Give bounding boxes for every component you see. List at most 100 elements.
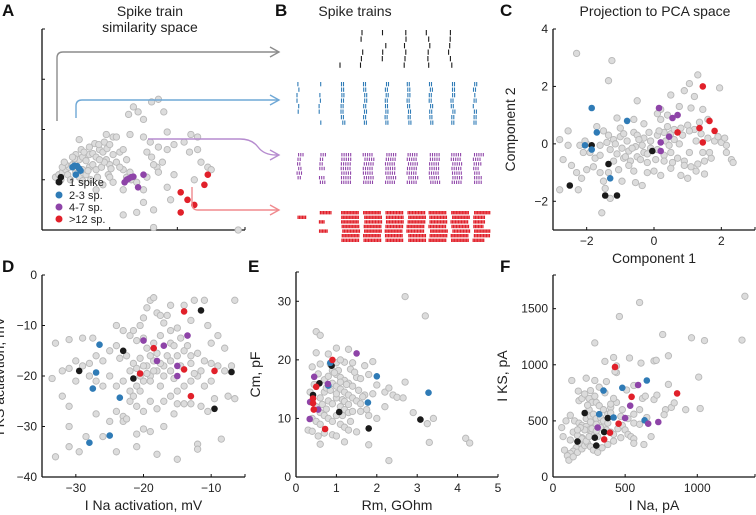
data-point-other bbox=[601, 184, 609, 193]
data-point-other bbox=[180, 382, 188, 390]
y-tick-label: −2 bbox=[534, 194, 548, 208]
data-point-other bbox=[106, 173, 114, 181]
data-point-other bbox=[659, 330, 667, 339]
data-point-other bbox=[352, 428, 361, 436]
data-point-other bbox=[316, 440, 324, 448]
data-point-other bbox=[154, 168, 163, 176]
data-point-other bbox=[704, 134, 712, 142]
data-point-other bbox=[738, 336, 746, 344]
data-point-12-sp bbox=[606, 429, 614, 437]
data-point-other bbox=[685, 79, 694, 88]
data-point-other bbox=[560, 446, 569, 454]
data-point-12-sp bbox=[184, 196, 191, 204]
data-point-other bbox=[324, 372, 332, 380]
data-point-other bbox=[106, 347, 114, 355]
data-point-other bbox=[643, 168, 651, 177]
data-point-other bbox=[421, 312, 429, 320]
x-axis-label: I Na activation, mV bbox=[85, 497, 203, 513]
data-point-other bbox=[150, 294, 158, 302]
data-point-other bbox=[618, 406, 626, 414]
data-point-other bbox=[573, 426, 582, 434]
data-point-other bbox=[699, 105, 707, 114]
x-tick-label: −10 bbox=[201, 481, 222, 495]
y-tick-label: 20 bbox=[278, 353, 292, 367]
y-tick-label: 1500 bbox=[521, 302, 548, 316]
data-point-4-7-sp bbox=[324, 380, 332, 388]
data-point-other bbox=[316, 394, 324, 402]
data-point-other bbox=[154, 143, 163, 151]
data-point-other bbox=[583, 401, 592, 409]
data-point-1-spike bbox=[591, 434, 599, 442]
arrow-12-sp-head bbox=[269, 204, 281, 216]
data-point-other bbox=[139, 133, 148, 141]
data-point-other bbox=[635, 298, 644, 307]
data-point-other bbox=[160, 108, 168, 116]
data-point-other bbox=[589, 163, 598, 171]
data-point-other bbox=[87, 176, 95, 184]
data-point-other bbox=[160, 397, 168, 405]
data-point-other bbox=[365, 370, 373, 379]
data-point-other bbox=[630, 439, 638, 447]
data-point-other bbox=[149, 223, 158, 232]
data-point-other bbox=[673, 154, 682, 162]
x-axis-label: Rm, GOhm bbox=[362, 497, 433, 513]
legend-swatch-2-3-sp bbox=[55, 191, 63, 199]
data-point-other bbox=[572, 168, 581, 177]
y-axis-label: I KS actiavtion, mV bbox=[0, 316, 7, 435]
data-point-other bbox=[133, 208, 141, 217]
data-point-other bbox=[190, 176, 198, 184]
data-point-2-3-sp bbox=[593, 129, 601, 136]
data-point-other bbox=[340, 438, 349, 446]
data-point-other bbox=[187, 130, 195, 139]
arrow-4-7-sp bbox=[148, 138, 279, 156]
x-axis-label: I Na, pA bbox=[629, 497, 680, 513]
data-point-other bbox=[729, 158, 737, 167]
x-tick-label: 1 bbox=[333, 481, 340, 495]
data-point-other bbox=[655, 127, 663, 135]
data-point-other bbox=[146, 352, 154, 360]
data-point-other bbox=[156, 382, 165, 390]
data-point-12-sp bbox=[309, 399, 317, 407]
data-point-other bbox=[599, 406, 608, 414]
legend-swatch-4-7-sp bbox=[55, 203, 63, 211]
y-tick-label: 30 bbox=[278, 294, 292, 308]
y-tick-label: 0 bbox=[30, 268, 37, 282]
data-point-other bbox=[664, 380, 673, 389]
data-point-other bbox=[122, 156, 131, 164]
data-point-other bbox=[393, 393, 401, 401]
data-point-other bbox=[102, 130, 110, 139]
y-tick-label: 1000 bbox=[521, 358, 548, 372]
y-tick-label: −40 bbox=[17, 470, 38, 484]
legend-label-2-3-sp: 2-3 sp. bbox=[69, 190, 103, 202]
data-point-other bbox=[112, 448, 121, 456]
data-point-other bbox=[631, 178, 640, 187]
data-point-other bbox=[348, 407, 357, 416]
data-point-12-sp bbox=[600, 436, 608, 443]
x-tick-label: 1000 bbox=[684, 481, 711, 495]
data-point-other bbox=[190, 296, 198, 304]
data-point-other bbox=[85, 359, 94, 368]
data-point-other bbox=[559, 432, 567, 441]
data-point-other bbox=[197, 367, 205, 375]
data-point-other bbox=[682, 406, 690, 414]
data-point-other bbox=[614, 166, 623, 174]
data-point-other bbox=[635, 420, 644, 428]
data-point-other bbox=[92, 352, 100, 360]
data-point-other bbox=[596, 151, 604, 159]
y-tick-label: −10 bbox=[17, 319, 38, 333]
data-point-other bbox=[82, 157, 90, 165]
data-point-other bbox=[564, 127, 572, 135]
data-point-other bbox=[694, 71, 702, 79]
data-point-other bbox=[692, 137, 700, 145]
data-point-12-sp bbox=[310, 406, 318, 413]
data-point-other bbox=[618, 177, 626, 185]
data-point-other bbox=[316, 331, 324, 339]
data-point-other bbox=[650, 167, 658, 175]
data-point-1-spike bbox=[581, 409, 588, 417]
data-point-other bbox=[363, 405, 371, 414]
data-point-1-spike bbox=[601, 192, 609, 199]
data-point-2-3-sp bbox=[373, 373, 381, 380]
data-point-12-sp bbox=[696, 124, 703, 132]
data-point-other bbox=[89, 161, 97, 169]
data-point-other bbox=[153, 450, 161, 458]
